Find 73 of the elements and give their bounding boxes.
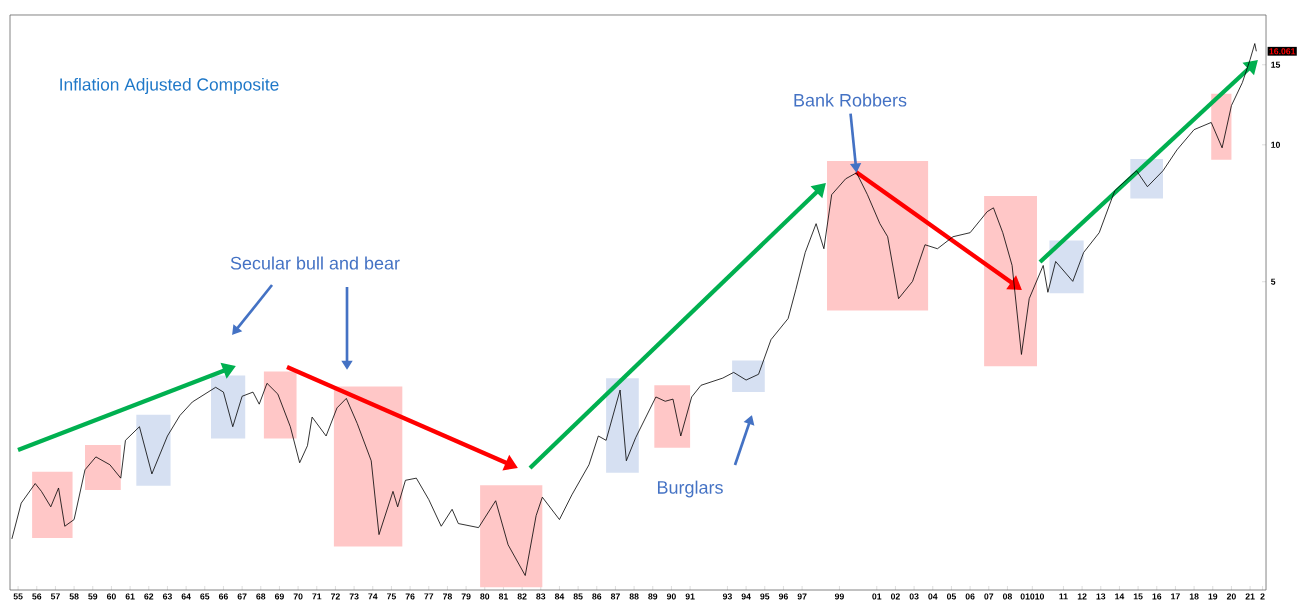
annotation: Bank Robbers <box>794 93 907 107</box>
x-tick-label: 78 <box>443 593 452 600</box>
x-tick-label: 17 <box>1171 593 1180 600</box>
x-tick-label: 71 <box>312 593 322 600</box>
y-tick-label: 10 <box>1271 141 1280 148</box>
x-tick-label: 89 <box>648 593 658 600</box>
x-tick-label: 60 <box>106 593 116 600</box>
x-tick-label: 01 <box>872 593 882 600</box>
x-tick-label: 64 <box>181 593 191 600</box>
x-tick-label: 57 <box>50 593 60 600</box>
x-tick-label: 03 <box>909 593 919 600</box>
x-tick-label: 05 <box>946 593 957 600</box>
x-tick-label: 2 <box>1260 593 1265 600</box>
x-tick-label: 82 <box>517 593 527 600</box>
y-tick-label: 5 <box>1271 278 1276 285</box>
x-tick-label: 76 <box>405 593 415 600</box>
x-tick-label: 93 <box>722 593 732 600</box>
x-tick-label: 99 <box>834 593 844 600</box>
y-tick-label: 15 <box>1271 61 1281 68</box>
x-tick-label: 56 <box>32 593 42 600</box>
x-tick-label: 13 <box>1096 593 1106 600</box>
x-tick-label: 04 <box>928 593 938 600</box>
text: Inflation Adjusted Composite <box>60 77 279 95</box>
x-tick-label: 96 <box>778 593 788 600</box>
annotation: Burglars <box>657 480 723 498</box>
x-tick-label: 85 <box>573 593 583 600</box>
x-tick-label: 07 <box>984 593 994 600</box>
x-tick-label: 81 <box>498 593 509 600</box>
x-tick-label: 66 <box>218 593 228 600</box>
x-tick-label: 69 <box>274 593 284 600</box>
x-tick-label: 91 <box>685 593 695 600</box>
x-tick-label: 61 <box>125 593 135 600</box>
x-tick-label: 65 <box>200 593 210 600</box>
annotation: 16.061 <box>1269 48 1296 55</box>
x-tick-label: 21 <box>1245 593 1255 600</box>
x-tick-label: 58 <box>69 593 79 600</box>
x-tick-label: 84 <box>554 593 565 600</box>
x-tick-label: 67 <box>237 593 247 600</box>
x-tick-label: 95 <box>760 593 770 600</box>
x-tick-label: 62 <box>144 593 154 600</box>
x-tick-label: 15 <box>1133 593 1143 600</box>
x-tick-label: 70 <box>293 593 303 600</box>
x-tick-label: 77 <box>424 593 434 600</box>
line-series <box>11 43 1257 576</box>
x-tick-label: 79 <box>461 593 471 600</box>
x-tick-label: 68 <box>256 593 266 600</box>
x-tick-label: 11 <box>1059 593 1068 600</box>
x-tick-label: 06 <box>965 593 975 600</box>
x-tick-label: 08 <box>1002 593 1012 600</box>
x-tick-label: 80 <box>480 593 490 600</box>
x-tick-label: 94 <box>741 593 751 600</box>
x-tick-label: 18 <box>1189 593 1199 600</box>
x-tick-label: 14 <box>1115 593 1125 600</box>
x-tick-label: 63 <box>162 593 172 600</box>
x-tick-label: 55 <box>13 593 23 600</box>
x-tick-label: 16 <box>1152 593 1162 600</box>
x-tick-label: 88 <box>629 593 639 600</box>
x-tick-label: 74 <box>368 593 378 600</box>
x-tick-label: 86 <box>592 593 602 600</box>
x-tick-label: 12 <box>1077 593 1087 600</box>
x-tick-label: 83 <box>536 593 546 600</box>
x-tick-label: 02 <box>890 593 900 600</box>
x-tick-label: 01010 <box>1020 593 1045 600</box>
x-tick-label: 59 <box>88 593 98 600</box>
x-tick-label: 75 <box>387 593 397 600</box>
x-tick-label: 19 <box>1208 593 1218 600</box>
x-tick-label: 73 <box>349 593 359 600</box>
x-tick-label: 20 <box>1226 593 1236 600</box>
annotation: Secular bull and bear <box>230 256 400 270</box>
x-tick-label: 97 <box>797 593 807 600</box>
x-tick-label: 72 <box>331 593 340 600</box>
x-tick-label: 90 <box>666 593 676 600</box>
x-tick-label: 87 <box>610 593 620 600</box>
